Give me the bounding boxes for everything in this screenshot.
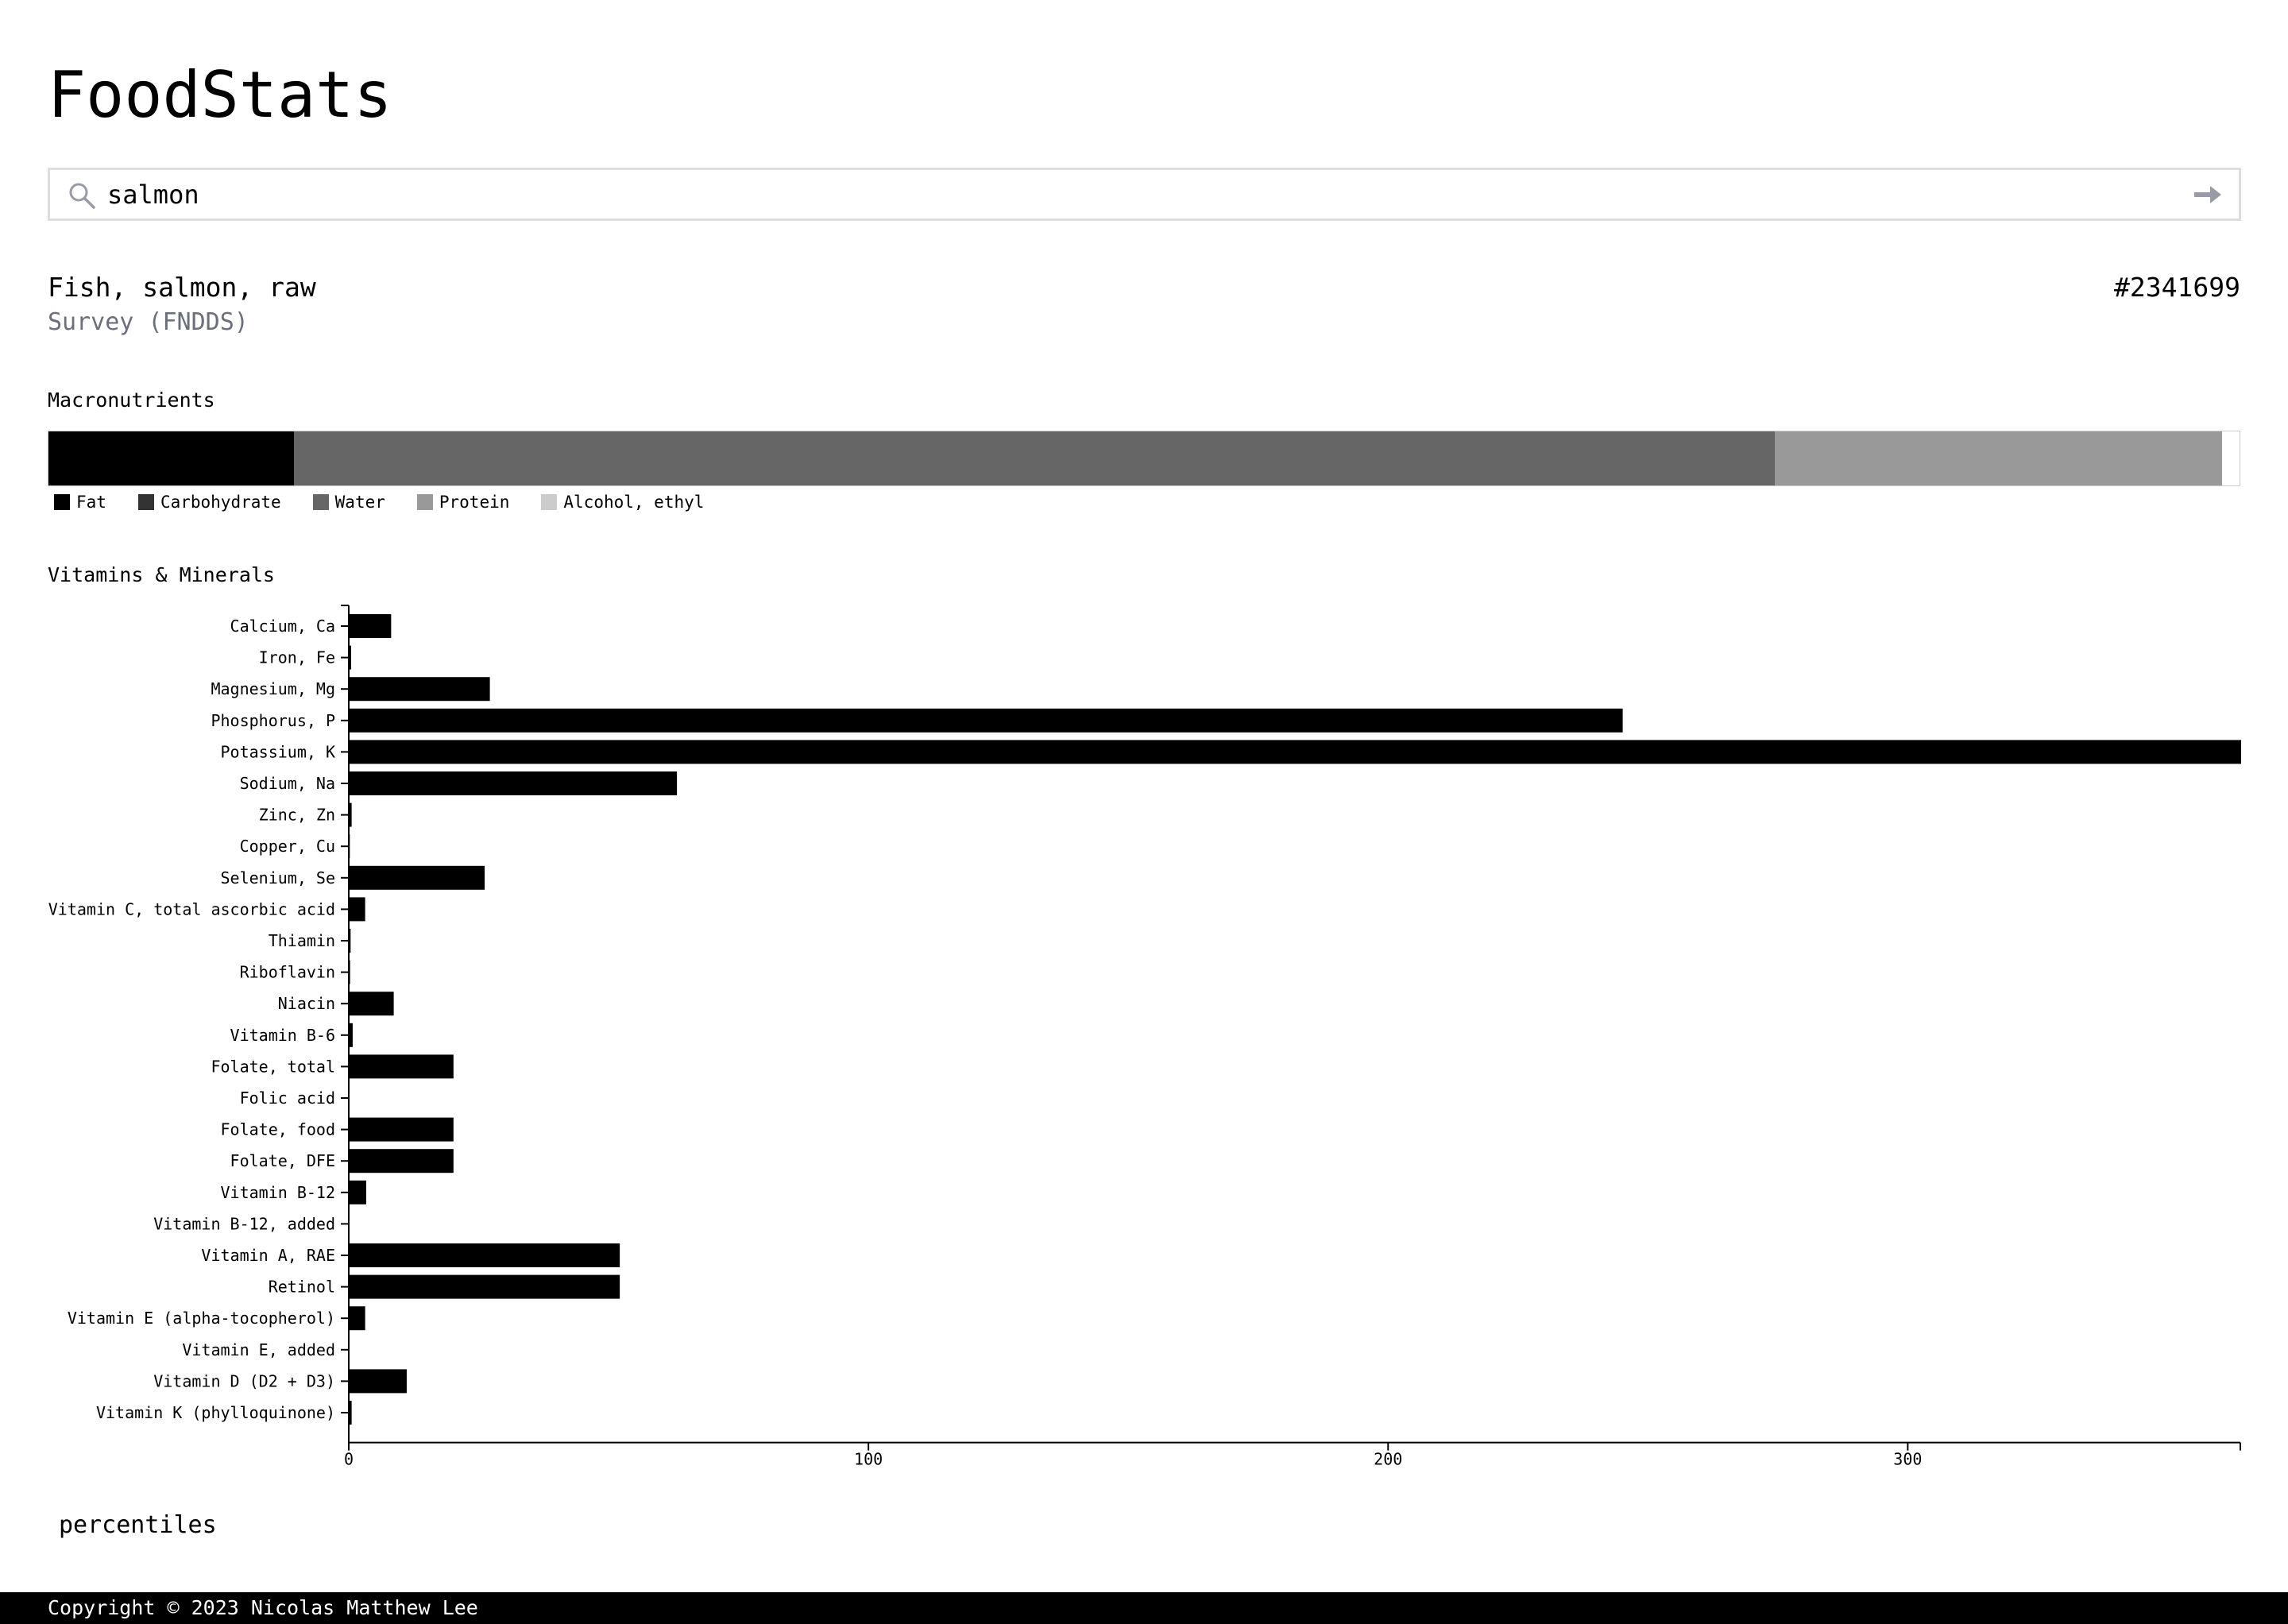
y-tick-label: Riboflavin (240, 963, 335, 982)
y-tick-label: Potassium, K (221, 742, 336, 761)
legend-swatch (416, 494, 433, 510)
y-tick-label: Folic acid (240, 1088, 335, 1108)
y-tick-label: Vitamin C, total ascorbic acid (48, 899, 335, 918)
macro-segment-protein (1775, 431, 2222, 485)
search-icon (69, 183, 95, 209)
vitamins-minerals-heading: Vitamins & Minerals (48, 563, 275, 586)
y-tick-label: Phosphorus, P (211, 711, 335, 730)
app-title: FoodStats (48, 58, 392, 132)
x-tick-label: 300 (1893, 1450, 1922, 1469)
y-tick-label: Vitamin B-6 (230, 1026, 335, 1045)
legend-item: Fat (54, 491, 106, 513)
bar (350, 771, 678, 795)
y-tick-label: Sodium, Na (240, 774, 335, 793)
bar (350, 1180, 366, 1204)
bar (350, 1369, 407, 1394)
y-tick-label: Vitamin D (D2 + D3) (153, 1371, 335, 1390)
vitamins-minerals-chart: Calcium, Ca Iron, Fe Magnesium, Mg Phosphor… (48, 605, 2241, 1469)
food-name: Fish, salmon, raw (48, 272, 316, 303)
y-tick-label: Vitamin A, RAE (201, 1246, 335, 1265)
bar (350, 645, 351, 670)
y-tick-label: Iron, Fe (259, 648, 335, 667)
food-source: Survey (FNDDS) (48, 308, 249, 336)
search-bar[interactable] (48, 168, 2241, 221)
legend-swatch (137, 494, 154, 510)
legend-label: Alcohol, ethyl (563, 493, 705, 512)
bar (350, 992, 394, 1016)
legend-swatch (54, 494, 70, 510)
bar (350, 740, 2241, 764)
bar (350, 1149, 454, 1174)
arrow-right-icon[interactable] (2193, 181, 2223, 208)
food-id: #2341699 (2114, 272, 2240, 303)
macro-segment-fat (48, 431, 294, 485)
y-tick-label: Vitamin E, added (182, 1340, 335, 1359)
bar (350, 1274, 620, 1299)
copyright-text: Copyright © 2023 Nicolas Matthew Lee (48, 1596, 478, 1619)
y-tick-label: Vitamin E (alpha-tocopherol) (68, 1309, 335, 1328)
legend-label: Carbohydrate (160, 493, 281, 512)
y-tick-label: Vitamin B-12, added (153, 1214, 335, 1233)
y-tick-label: Copper, Cu (240, 837, 335, 856)
x-tick-label: 200 (1374, 1450, 1402, 1469)
y-tick-label: Selenium, Se (221, 868, 336, 887)
x-tick-label: 100 (854, 1450, 883, 1469)
y-tick-label: Magnesium, Mg (211, 679, 335, 698)
bar (350, 1243, 620, 1267)
bar (350, 865, 485, 890)
macro-segment-water (293, 431, 1776, 485)
y-tick-label: Thiamin (269, 931, 335, 950)
search-input[interactable] (107, 170, 2125, 218)
legend-label: Water (334, 493, 385, 512)
macronutrient-bar (48, 431, 2240, 486)
legend-item: Protein (416, 491, 510, 513)
legend-item: Alcohol, ethyl (541, 491, 704, 513)
macronutrients-heading: Macronutrients (48, 389, 215, 412)
y-tick-label: Calcium, Ca (230, 617, 335, 636)
y-tick-label: Vitamin K (phylloquinone) (96, 1403, 335, 1422)
y-tick-label: Zinc, Zn (259, 806, 335, 825)
bar (350, 677, 490, 702)
legend-label: Fat (76, 493, 106, 512)
bar (350, 897, 365, 922)
legend-item: Water (312, 491, 385, 513)
bar (350, 1306, 365, 1331)
y-tick-label: Vitamin B-12 (221, 1183, 336, 1202)
bar (350, 614, 392, 638)
y-tick-label: Retinol (269, 1278, 335, 1297)
macronutrient-legend: Fat Carbohydrate Water Protein Alcohol, ethy… (54, 491, 736, 513)
y-tick-label: Folate, DFE (230, 1151, 335, 1170)
bar (350, 1054, 454, 1079)
percentiles-label: percentiles (59, 1511, 217, 1539)
bar (350, 1023, 353, 1047)
bar (350, 708, 1623, 733)
bar (350, 1401, 352, 1425)
bar (350, 802, 352, 827)
legend-swatch (312, 494, 329, 510)
bar (350, 1117, 454, 1142)
x-tick-label: 0 (344, 1450, 354, 1469)
legend-label: Protein (439, 493, 510, 512)
legend-item: Carbohydrate (137, 491, 281, 513)
legend-swatch (541, 494, 558, 510)
y-tick-label: Folate, food (221, 1120, 336, 1139)
footer: Copyright © 2023 Nicolas Matthew Lee (0, 1592, 2288, 1624)
y-tick-label: Niacin (278, 994, 335, 1013)
y-tick-label: Folate, total (211, 1057, 335, 1076)
